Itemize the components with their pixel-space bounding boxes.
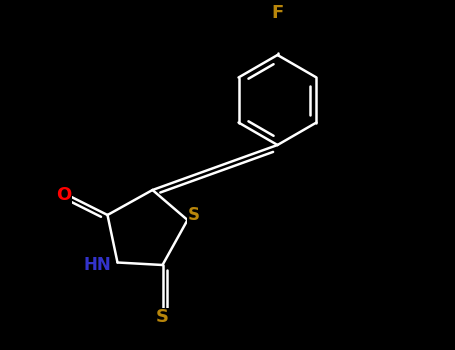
Text: S: S (187, 206, 199, 224)
Text: F: F (271, 4, 283, 21)
Text: HN: HN (84, 256, 111, 274)
Text: O: O (56, 186, 71, 204)
Text: S: S (156, 308, 169, 327)
